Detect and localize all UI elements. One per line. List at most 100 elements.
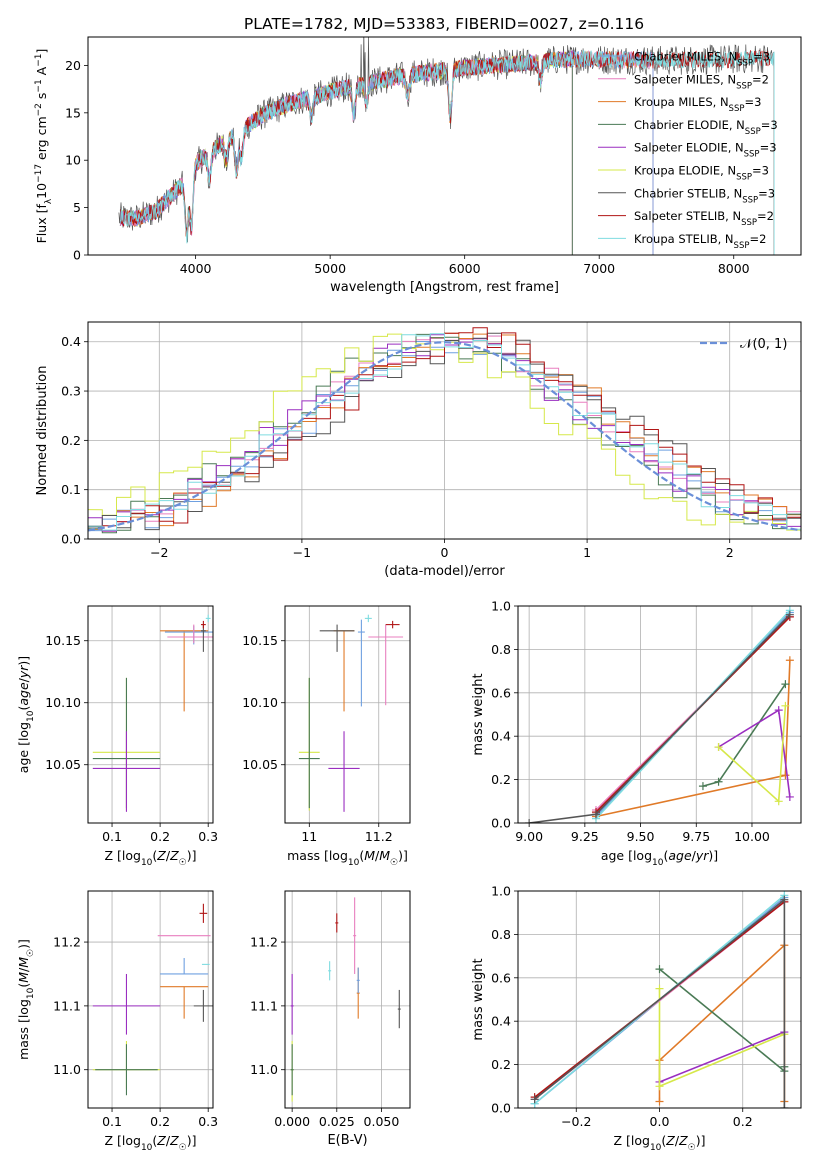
- x-tick-label: 9.75: [682, 829, 710, 844]
- y-tick-label: 10.10: [242, 695, 278, 710]
- errorbar-salpeter_stelib: [200, 620, 206, 629]
- errorbar-kroupa_miles: [160, 986, 209, 1019]
- y-tick-label: 0.6: [491, 970, 511, 985]
- y-tick-label: 11.2: [250, 935, 278, 950]
- y-tick-label: 5: [73, 200, 81, 215]
- x-tick-label: 0.3: [198, 829, 218, 844]
- errorbar-kroupa_miles: [160, 630, 209, 712]
- weight-marker: [774, 706, 783, 715]
- x-axis-label: age [log10(age/yr)]: [601, 848, 718, 868]
- weight-marker: [785, 610, 794, 619]
- errorbar-salpeter_elodie: [92, 731, 161, 812]
- weight-marker: [655, 1097, 664, 1106]
- weight-series-chabrier_stelib: [530, 895, 789, 1108]
- y-tick-label: 11.0: [250, 1062, 278, 1077]
- errorbar-kroupa_stelib: [364, 614, 372, 623]
- weight-marker: [781, 701, 790, 710]
- axes-frame: [517, 605, 802, 824]
- axes: 0.1 0.2 0.3 11.0 11.1 11.2 Z [log10(Z/Z☉)] mass…: [16, 890, 218, 1153]
- legend-label: Salpeter STELIB, NSSP=2: [634, 209, 774, 228]
- y-axis-label: mass weight: [471, 958, 486, 1040]
- errorbar-chabrier_miles: [357, 619, 365, 707]
- y-tick-label: 20: [65, 58, 81, 73]
- x-axis-label: Z [log10(Z/Z☉)]: [104, 1133, 196, 1153]
- x-tick-label: 0.025: [319, 1114, 355, 1129]
- weight-marker: [774, 797, 783, 806]
- y-axis-label: Normed distribution: [35, 366, 50, 496]
- axes-frame: [284, 605, 411, 824]
- weight-marker: [655, 965, 664, 974]
- panel-age-vs-mass: 11 11.2 10.05 10.10 10.15 mass [log10(M/M☉)]: [242, 605, 411, 868]
- y-tick-label: 1.0: [491, 599, 511, 614]
- x-tick-label: 0.000: [274, 1114, 310, 1129]
- y-tick-label: 1.0: [491, 884, 511, 899]
- weight-marker: [591, 810, 600, 819]
- legend-label: Chabrier MILES, NSSP=3: [634, 50, 770, 69]
- axes-frame: [284, 890, 411, 1109]
- axes: −2 −1 0 1 2 0.0 0.1 0.2 0.3 0.4 (data-model)/error…: [35, 321, 802, 579]
- weight-series-salpeter_elodie: [714, 706, 794, 801]
- x-axis-label: Z [log10(Z/Z☉)]: [613, 1133, 705, 1153]
- legend-label: Chabrier ELODIE, NSSP=3: [634, 118, 778, 137]
- plot-area: [92, 903, 213, 1096]
- weight-marker: [785, 656, 794, 665]
- weight-series-kroupa_miles: [655, 941, 789, 1106]
- y-tick-label: 10.10: [45, 695, 81, 710]
- y-tick-label: 0.3: [61, 384, 81, 399]
- legend-label: Chabrier STELIB, NSSP=3: [634, 186, 775, 205]
- errorbar-chabrier_stelib: [200, 624, 206, 652]
- x-tick-label: 0.3: [198, 1114, 218, 1129]
- y-tick-label: 10.05: [242, 757, 278, 772]
- plot-area: [88, 327, 801, 534]
- x-tick-label: 11.2: [365, 829, 393, 844]
- weight-marker: [781, 680, 790, 689]
- weight-series-chabrier_elodie: [698, 680, 790, 791]
- y-tick-label: 0.4: [491, 729, 511, 744]
- x-tick-label: 9.50: [627, 829, 655, 844]
- y-tick-label: 11.1: [53, 998, 81, 1013]
- plot-area: [118, 37, 775, 255]
- weight-series-salpeter_elodie: [655, 1028, 789, 1086]
- x-tick-label: 4000: [180, 261, 212, 276]
- legend-label: Kroupa MILES, NSSP=3: [634, 95, 761, 114]
- legend-label: Kroupa STELIB, NSSP=2: [634, 232, 766, 251]
- panel-mass-vs-EBV: 0.000 0.025 0.050 11.0 11.1 11.2 E(B-V): [250, 890, 411, 1148]
- y-tick-label: 0.8: [491, 927, 511, 942]
- y-tick-label: 11.0: [53, 1062, 81, 1077]
- weight-marker: [525, 819, 534, 823]
- y-tick-label: 10.15: [45, 633, 81, 648]
- grid: [285, 891, 410, 1108]
- y-tick-label: 0.0: [491, 816, 511, 831]
- errorbar-salpeter_stelib: [199, 903, 208, 923]
- y-tick-label: 11.1: [250, 998, 278, 1013]
- legend-label: Kroupa ELODIE, NSSP=3: [634, 164, 769, 183]
- weight-marker: [780, 1104, 789, 1108]
- weight-series-kroupa_elodie: [655, 984, 789, 1091]
- grid: [88, 606, 213, 823]
- errorbar-chabrier_stelib: [397, 989, 401, 1029]
- axes: 0.000 0.025 0.050 11.0 11.1 11.2 E(B-V): [250, 890, 411, 1148]
- x-axis-label: (data-model)/error: [384, 564, 505, 579]
- x-tick-label: 0.1: [102, 1114, 122, 1129]
- panel-mass-weight-vs-Z: −0.2 0.0 0.2 0.0 0.2 0.4 0.6 0.8 1.0 Z [log10(Z/Z…: [471, 884, 802, 1153]
- weight-marker: [655, 984, 664, 993]
- axes-frame: [87, 605, 214, 824]
- axes: 9.00 9.25 9.50 9.75 10.00 0.0 0.2 0.4 0.6 0.8 1.0 a…: [471, 599, 802, 868]
- axes: 4000 5000 6000 7000 8000 0 5 10 15 20 wavelength […: [34, 36, 802, 295]
- errorbar-salpeter_elodie: [92, 973, 161, 1035]
- axes: 11 11.2 10.05 10.10 10.15 mass [log10(M/M☉)]: [242, 605, 411, 868]
- errorbar-kroupa_stelib: [328, 961, 332, 981]
- errorbar-salpeter_elodie: [328, 731, 360, 812]
- x-tick-label: 5000: [314, 261, 346, 276]
- x-tick-label: −0.2: [561, 1114, 591, 1129]
- x-tick-label: −2: [150, 545, 168, 560]
- y-axis-label: mass [log10(M/M☉)]: [16, 939, 36, 1060]
- y-axis-label: mass weight: [471, 673, 486, 755]
- legend-label: 𝒩(0, 1): [740, 337, 787, 352]
- x-axis-label: E(B-V): [327, 1133, 367, 1148]
- grid: [88, 891, 213, 1108]
- plot-area: [530, 891, 789, 1108]
- plot-area: [298, 614, 404, 812]
- y-tick-label: 0.4: [491, 1014, 511, 1029]
